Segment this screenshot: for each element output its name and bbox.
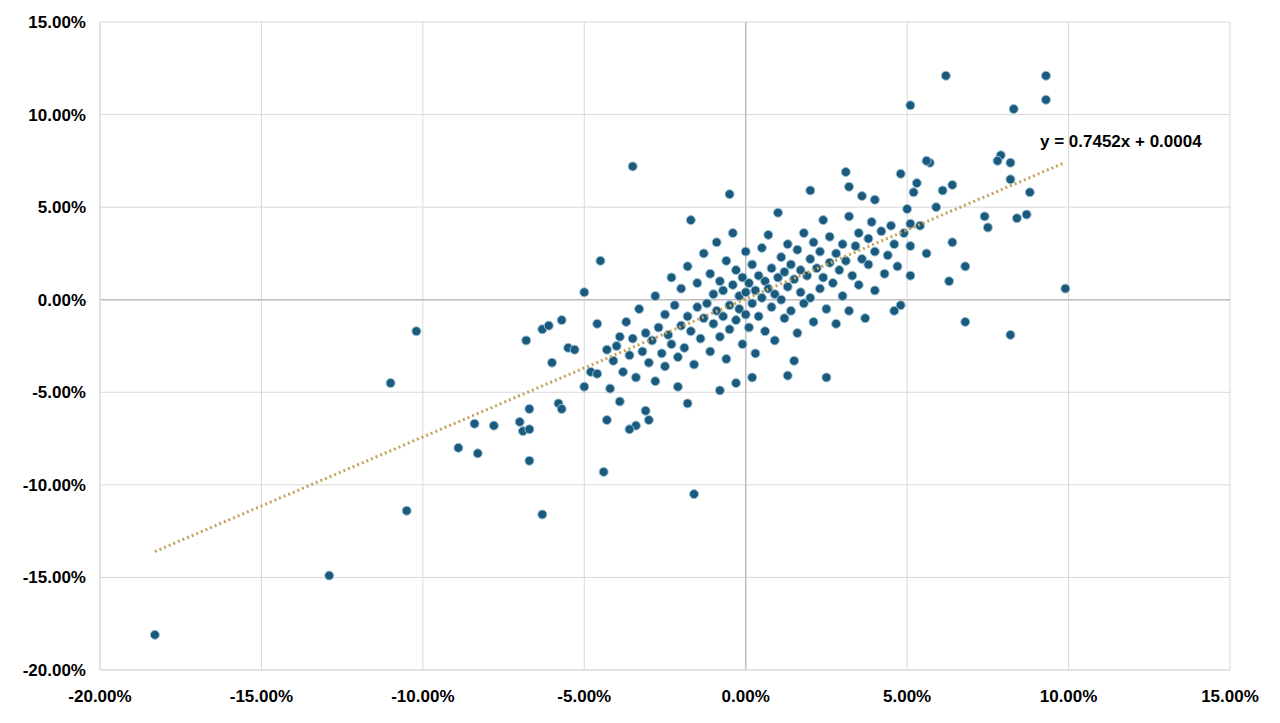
svg-text:-5.00%: -5.00% xyxy=(557,687,611,706)
svg-text:-5.00%: -5.00% xyxy=(32,383,86,402)
svg-text:10.00%: 10.00% xyxy=(28,106,86,125)
svg-text:10.00%: 10.00% xyxy=(1040,687,1098,706)
svg-text:5.00%: 5.00% xyxy=(883,687,931,706)
svg-text:0.00%: 0.00% xyxy=(38,291,86,310)
svg-text:-10.00%: -10.00% xyxy=(23,476,86,495)
svg-text:15.00%: 15.00% xyxy=(28,13,86,32)
svg-text:-10.00%: -10.00% xyxy=(391,687,454,706)
svg-text:-15.00%: -15.00% xyxy=(23,568,86,587)
svg-text:0.00%: 0.00% xyxy=(722,687,770,706)
html-text:y = 0.7452x + 0.0004: y = 0.7452x + 0.0004 xyxy=(1040,132,1202,151)
svg-text:-20.00%: -20.00% xyxy=(23,661,86,680)
svg-text:-20.00%: -20.00% xyxy=(68,687,131,706)
svg-text:-15.00%: -15.00% xyxy=(230,687,293,706)
svg-text:5.00%: 5.00% xyxy=(38,198,86,217)
svg-text:15.00%: 15.00% xyxy=(1201,687,1259,706)
